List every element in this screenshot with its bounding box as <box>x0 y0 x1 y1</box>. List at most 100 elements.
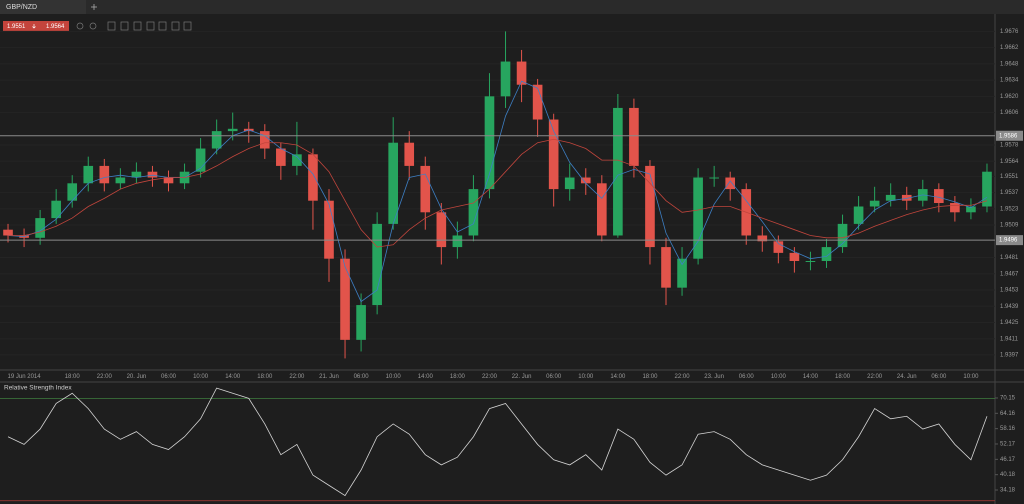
rsi-title: Relative Strength Index <box>4 385 72 392</box>
y-tick-label: 34.18 <box>1000 488 1016 494</box>
y-tick-label: 1.9467 <box>1000 271 1019 277</box>
candle-body <box>51 200 61 219</box>
x-tick-label: 10:00 <box>963 374 979 380</box>
candle-body <box>548 119 559 190</box>
candle-body <box>99 165 110 184</box>
x-tick-label: 23. Jun <box>704 374 724 380</box>
candle-body <box>500 61 511 97</box>
price-box[interactable] <box>3 21 69 31</box>
y-tick-label: 58.16 <box>1000 426 1016 432</box>
x-tick-label: 18:00 <box>642 374 658 380</box>
candle-body <box>966 206 976 213</box>
x-tick-label: 22:00 <box>867 374 883 380</box>
x-tick-label: 22:00 <box>289 374 305 380</box>
tool[interactable] <box>107 21 116 31</box>
zoom-in[interactable] <box>76 22 84 30</box>
x-tick-label: 22:00 <box>482 374 498 380</box>
candle-body <box>645 165 655 248</box>
tab[interactable] <box>0 0 86 14</box>
x-tick-label: 18:00 <box>257 374 273 380</box>
candle-body <box>324 200 334 259</box>
candle-body <box>404 142 415 166</box>
x-tick-label: 21. Jun <box>319 374 339 380</box>
candle-body <box>211 131 222 149</box>
x-tick-label: 06:00 <box>546 374 562 380</box>
hline-label: 1.9586 <box>999 133 1018 139</box>
x-tick-label: 06:00 <box>739 374 755 380</box>
candle-body <box>308 154 318 201</box>
y-tick-label: 1.9425 <box>1000 320 1019 326</box>
candle-body <box>356 305 366 340</box>
candle-body <box>532 84 543 120</box>
y-tick-label: 1.9411 <box>1000 336 1019 342</box>
candle-body <box>259 131 270 149</box>
y-tick-label: 1.9481 <box>1000 255 1019 261</box>
rsi-line <box>7 387 988 497</box>
candle-body <box>901 194 912 201</box>
tool[interactable] <box>171 21 180 31</box>
x-tick-label: 18:00 <box>65 374 81 380</box>
x-tick-label: 10:00 <box>386 374 402 380</box>
candle-body <box>163 177 174 184</box>
candle-body <box>709 177 719 179</box>
ask-price: 1.9564 <box>46 24 65 30</box>
x-tick-label: 06:00 <box>354 374 370 380</box>
candle-body <box>757 235 768 242</box>
x-tick-label: 22:00 <box>675 374 691 380</box>
tool[interactable] <box>158 21 167 31</box>
toolbar <box>76 21 192 31</box>
x-tick-label: 14:00 <box>225 374 241 380</box>
candle-body <box>3 229 13 236</box>
candle-body <box>292 154 302 166</box>
candle-body <box>725 177 736 190</box>
tool[interactable] <box>120 21 129 31</box>
x-tick-label: 10:00 <box>578 374 594 380</box>
candle-body <box>452 235 463 248</box>
candle-body <box>773 241 784 253</box>
candle-body <box>372 223 382 306</box>
candle-body <box>885 194 896 201</box>
y-tick-label: 1.9537 <box>1000 190 1019 196</box>
candle-body <box>468 189 479 236</box>
candle-body <box>83 165 94 184</box>
candle-body <box>950 203 960 213</box>
candle-body <box>436 212 447 248</box>
candle-body <box>661 247 671 288</box>
bid-price: 1.9551 <box>7 24 26 30</box>
candle-body <box>388 142 398 224</box>
y-tick-label: 1.9648 <box>1000 61 1019 67</box>
candle-body <box>276 148 286 166</box>
candle-body <box>805 260 816 262</box>
y-tick-label: 1.9509 <box>1000 223 1019 229</box>
x-tick-label: 14:00 <box>803 374 819 380</box>
x-tick-label: 14:00 <box>610 374 626 380</box>
candle-body <box>67 183 78 201</box>
hline-label-box <box>996 130 1023 141</box>
y-tick-label: 1.9676 <box>1000 29 1019 35</box>
y-tick-label: 1.9606 <box>1000 110 1019 116</box>
y-tick-label: 1.9634 <box>1000 78 1019 84</box>
zoom-out[interactable] <box>89 22 97 30</box>
candle-body <box>869 200 880 207</box>
y-tick-label: 1.9439 <box>1000 304 1019 310</box>
x-tick-label: 20. Jun <box>127 374 147 380</box>
tool[interactable] <box>183 21 192 31</box>
candle-body <box>340 258 350 340</box>
x-tick-label: 10:00 <box>193 374 209 380</box>
candle-body <box>516 61 527 85</box>
x-tick-label: 06:00 <box>931 374 947 380</box>
candle-body <box>837 223 848 248</box>
tool[interactable] <box>146 21 155 31</box>
hline-label-box <box>996 235 1023 246</box>
tool[interactable] <box>133 21 142 31</box>
y-tick-label: 1.9523 <box>1000 206 1019 212</box>
add-tab[interactable] <box>91 4 97 10</box>
hline-label: 1.9496 <box>999 238 1018 244</box>
x-tick-label: 18:00 <box>450 374 466 380</box>
candle-body <box>853 206 864 224</box>
x-tick-label: 10:00 <box>771 374 787 380</box>
y-tick-label: 46.17 <box>1000 457 1016 463</box>
y-tick-label: 70.15 <box>1000 396 1016 402</box>
